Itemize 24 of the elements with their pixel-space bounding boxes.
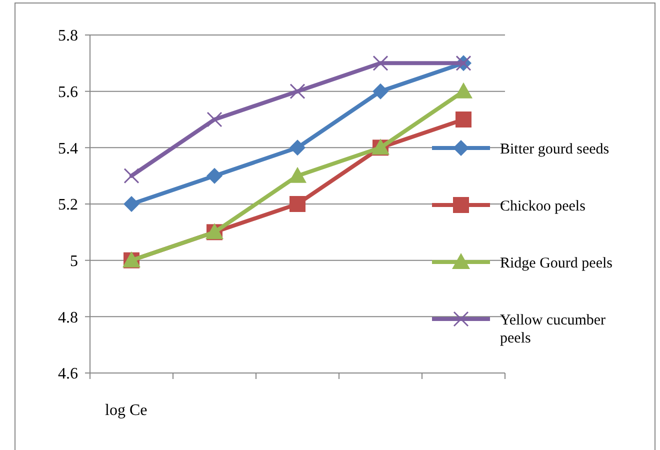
- y-tick-label: 4.6: [58, 366, 78, 383]
- y-tick-label: 5.4: [58, 140, 78, 158]
- point: [206, 112, 222, 128]
- point: [206, 168, 222, 184]
- y-tick-label: 4.8: [58, 309, 78, 326]
- point: [290, 196, 306, 212]
- legend-label: Chickoo peels: [500, 198, 586, 214]
- point: [456, 112, 472, 128]
- point: [288, 166, 306, 183]
- point: [290, 140, 306, 156]
- legend-label: Bitter gourd seeds: [500, 141, 610, 158]
- legend-label: Yellow cucumber peels: [500, 312, 606, 346]
- y-tick-label: 5: [70, 252, 78, 270]
- point: [124, 196, 140, 212]
- legend-label: Ridge Gourd peels: [500, 255, 613, 272]
- point: [290, 84, 306, 100]
- point: [454, 82, 472, 98]
- point: [372, 55, 388, 71]
- point: [124, 168, 140, 184]
- y-tick-label: 5.8: [58, 28, 78, 45]
- y-tick-label: 5.2: [58, 196, 78, 214]
- x-axis-title: log Ce: [105, 402, 148, 419]
- point: [372, 83, 388, 100]
- y-tick-label: 5.6: [58, 84, 78, 101]
